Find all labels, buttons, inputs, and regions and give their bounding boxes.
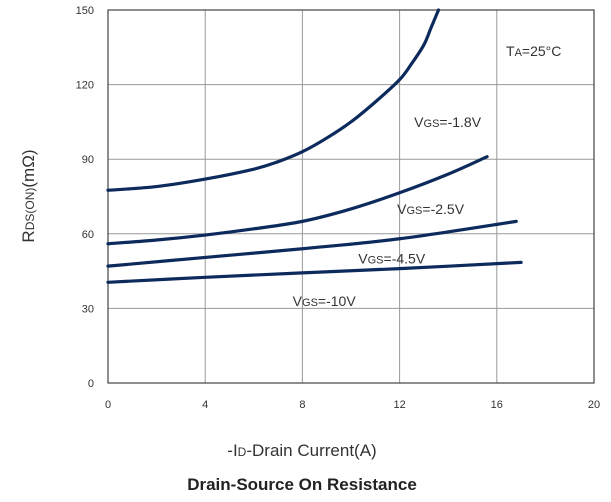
y-tick-label: 60: [82, 229, 94, 241]
x-tick-label: 16: [491, 399, 503, 411]
y-tick-label: 90: [82, 154, 94, 166]
y-tick-label: 150: [76, 5, 94, 17]
x-tick-label: 20: [588, 399, 600, 411]
curve-vgs-1.8: [108, 10, 438, 190]
x-tick-label: 0: [105, 399, 111, 411]
chart-title: Drain-Source On Resistance: [187, 475, 417, 494]
x-tick-label: 12: [393, 399, 405, 411]
y-tick-label: 0: [88, 378, 94, 390]
plot-frame: [108, 10, 594, 383]
y-axis-label: RDS(ON)(mΩ): [19, 149, 38, 242]
grid: [108, 10, 594, 383]
x-tick-label: 8: [299, 399, 305, 411]
y-tick-label: 30: [82, 303, 94, 315]
x-axis-label: -ID-Drain Current(A): [227, 441, 376, 460]
temperature-annotation: TA=25°C: [506, 43, 561, 59]
curves: [108, 10, 521, 282]
curve-label-vgs-1.8: VGS=-1.8V: [414, 114, 482, 130]
tick-labels: 0 4 8 12 16 20 0 30 60 90 120 150: [76, 5, 600, 411]
curve-label-vgs-4.5: VGS=-4.5V: [358, 251, 426, 267]
y-tick-label: 120: [76, 80, 94, 92]
curve-vgs-4.5: [108, 221, 516, 266]
curve-label-vgs-2.5: VGS=-2.5V: [397, 201, 465, 217]
x-tick-label: 4: [202, 399, 208, 411]
curve-vgs-10: [108, 262, 521, 282]
